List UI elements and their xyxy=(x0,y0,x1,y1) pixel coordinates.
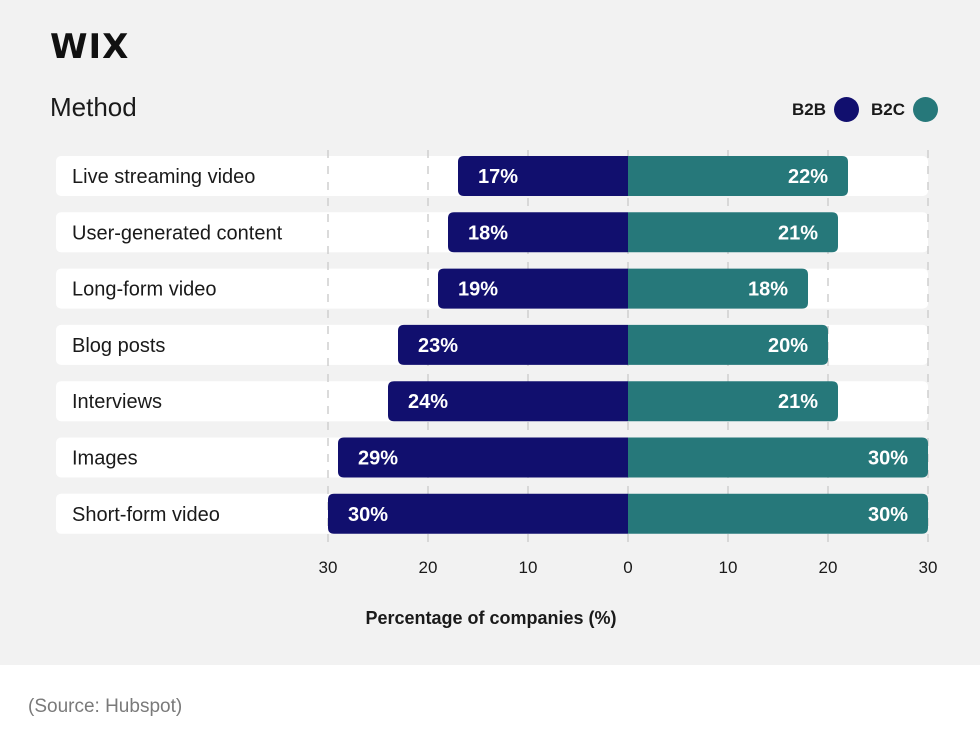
bar-b2c xyxy=(628,381,838,422)
category-label: Short-form video xyxy=(72,504,220,526)
value-label-b2c: 20% xyxy=(768,335,808,357)
bar-b2c xyxy=(628,324,828,365)
diverging-bar-chart: Live streaming video 17% 22% User-generated… xyxy=(56,150,938,628)
legend: B2B B2C xyxy=(780,97,938,122)
legend-swatch-b2c xyxy=(913,97,938,122)
bar-b2b xyxy=(458,156,628,196)
legend-item-b2c: B2C xyxy=(871,97,938,122)
bar-b2c xyxy=(628,212,838,253)
bar-b2b xyxy=(438,268,628,309)
value-label-b2c: 30% xyxy=(868,448,908,470)
legend-item-b2b: B2B xyxy=(792,97,859,122)
value-label-b2c: 22% xyxy=(788,166,828,188)
category-label: Long-form video xyxy=(72,279,217,301)
value-label-b2c: 18% xyxy=(748,279,788,301)
tick-label: 30 xyxy=(919,558,938,577)
bar-b2c xyxy=(628,156,848,196)
category-label: Interviews xyxy=(72,391,162,413)
bar-b2b xyxy=(398,324,628,365)
bar-b2c xyxy=(628,493,928,534)
wix-logo: WIX xyxy=(50,27,130,67)
value-label-b2c: 21% xyxy=(778,222,818,244)
category-label: Blog posts xyxy=(72,335,165,357)
value-label-b2b: 29% xyxy=(358,448,398,470)
category-label: Images xyxy=(72,448,138,470)
source-note: (Source: Hubspot) xyxy=(28,696,183,717)
category-label: User-generated content xyxy=(72,222,283,244)
bar-b2b xyxy=(328,493,628,534)
value-label-b2b: 23% xyxy=(418,335,458,357)
value-label-b2b: 24% xyxy=(408,391,448,413)
bar-b2b xyxy=(338,437,628,478)
tick-label: 30 xyxy=(319,558,338,577)
value-label-b2b: 17% xyxy=(478,166,518,188)
chart-title: Method xyxy=(50,92,137,122)
value-label-b2b: 19% xyxy=(458,279,498,301)
bar-b2b xyxy=(388,381,628,422)
tick-label: 10 xyxy=(719,558,738,577)
bar-b2c xyxy=(628,437,928,478)
value-label-b2c: 30% xyxy=(868,504,908,526)
bar-b2b xyxy=(448,212,628,253)
tick-label: 20 xyxy=(819,558,838,577)
legend-label-b2c: B2C xyxy=(870,99,905,119)
bar-b2c xyxy=(628,268,808,309)
tick-label: 0 xyxy=(623,558,632,577)
value-label-b2b: 18% xyxy=(468,222,508,244)
legend-swatch-b2b xyxy=(833,97,859,122)
tick-label: 10 xyxy=(519,558,538,577)
legend-label-b2b: B2B xyxy=(791,99,826,119)
value-label-b2b: 30% xyxy=(348,504,388,526)
category-label: Live streaming video xyxy=(72,166,255,188)
x-axis-label: Percentage of companies (%) xyxy=(365,608,616,628)
tick-label: 20 xyxy=(419,558,438,577)
value-label-b2c: 21% xyxy=(778,391,818,413)
